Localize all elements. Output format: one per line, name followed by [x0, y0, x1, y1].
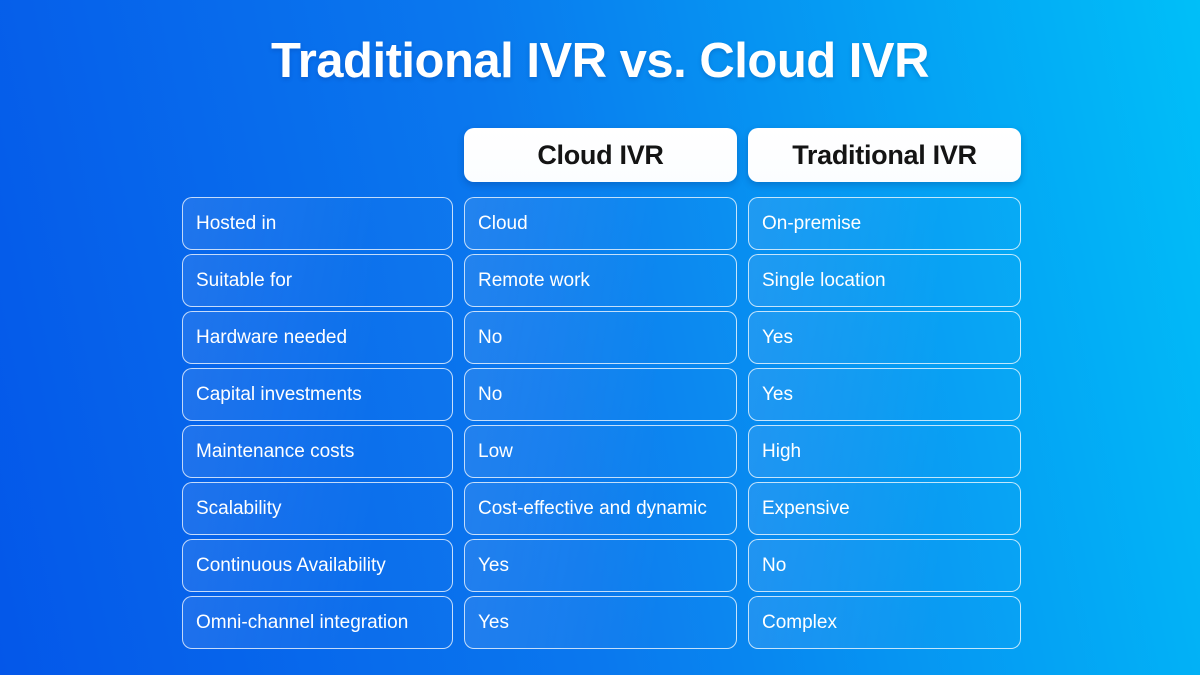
cloud-value-cell: Low	[464, 425, 737, 478]
traditional-value-cell: Single location	[748, 254, 1021, 307]
cloud-value-cell: Cloud	[464, 197, 737, 250]
cloud-value-cell: Yes	[464, 596, 737, 649]
cloud-value-cell: Remote work	[464, 254, 737, 307]
cloud-value-cell: Cost-effective and dynamic	[464, 482, 737, 535]
cloud-column-header: Cloud IVR	[464, 128, 737, 182]
cloud-value-cell: Yes	[464, 539, 737, 592]
cloud-value-cell: No	[464, 311, 737, 364]
traditional-column-header: Traditional IVR	[748, 128, 1021, 182]
traditional-value-cell: On-premise	[748, 197, 1021, 250]
traditional-value-cell: Complex	[748, 596, 1021, 649]
feature-cell: Maintenance costs	[182, 425, 453, 478]
feature-cell: Suitable for	[182, 254, 453, 307]
feature-cell: Scalability	[182, 482, 453, 535]
traditional-value-cell: Yes	[748, 368, 1021, 421]
traditional-value-cell: No	[748, 539, 1021, 592]
page-title: Traditional IVR vs. Cloud IVR	[271, 34, 929, 88]
feature-cell: Omni-channel integration	[182, 596, 453, 649]
feature-cell: Capital investments	[182, 368, 453, 421]
feature-cell: Hosted in	[182, 197, 453, 250]
column-headers: Cloud IVR Traditional IVR	[464, 128, 1021, 182]
traditional-value-cell: Expensive	[748, 482, 1021, 535]
traditional-column-header-label: Traditional IVR	[792, 139, 977, 170]
cloud-value-cell: No	[464, 368, 737, 421]
traditional-value-cell: Yes	[748, 311, 1021, 364]
cloud-column-header-label: Cloud IVR	[537, 139, 664, 170]
feature-cell: Continuous Availability	[182, 539, 453, 592]
comparison-grid: Hosted in Cloud On-premise Suitable for …	[182, 197, 1021, 649]
feature-cell: Hardware needed	[182, 311, 453, 364]
traditional-value-cell: High	[748, 425, 1021, 478]
